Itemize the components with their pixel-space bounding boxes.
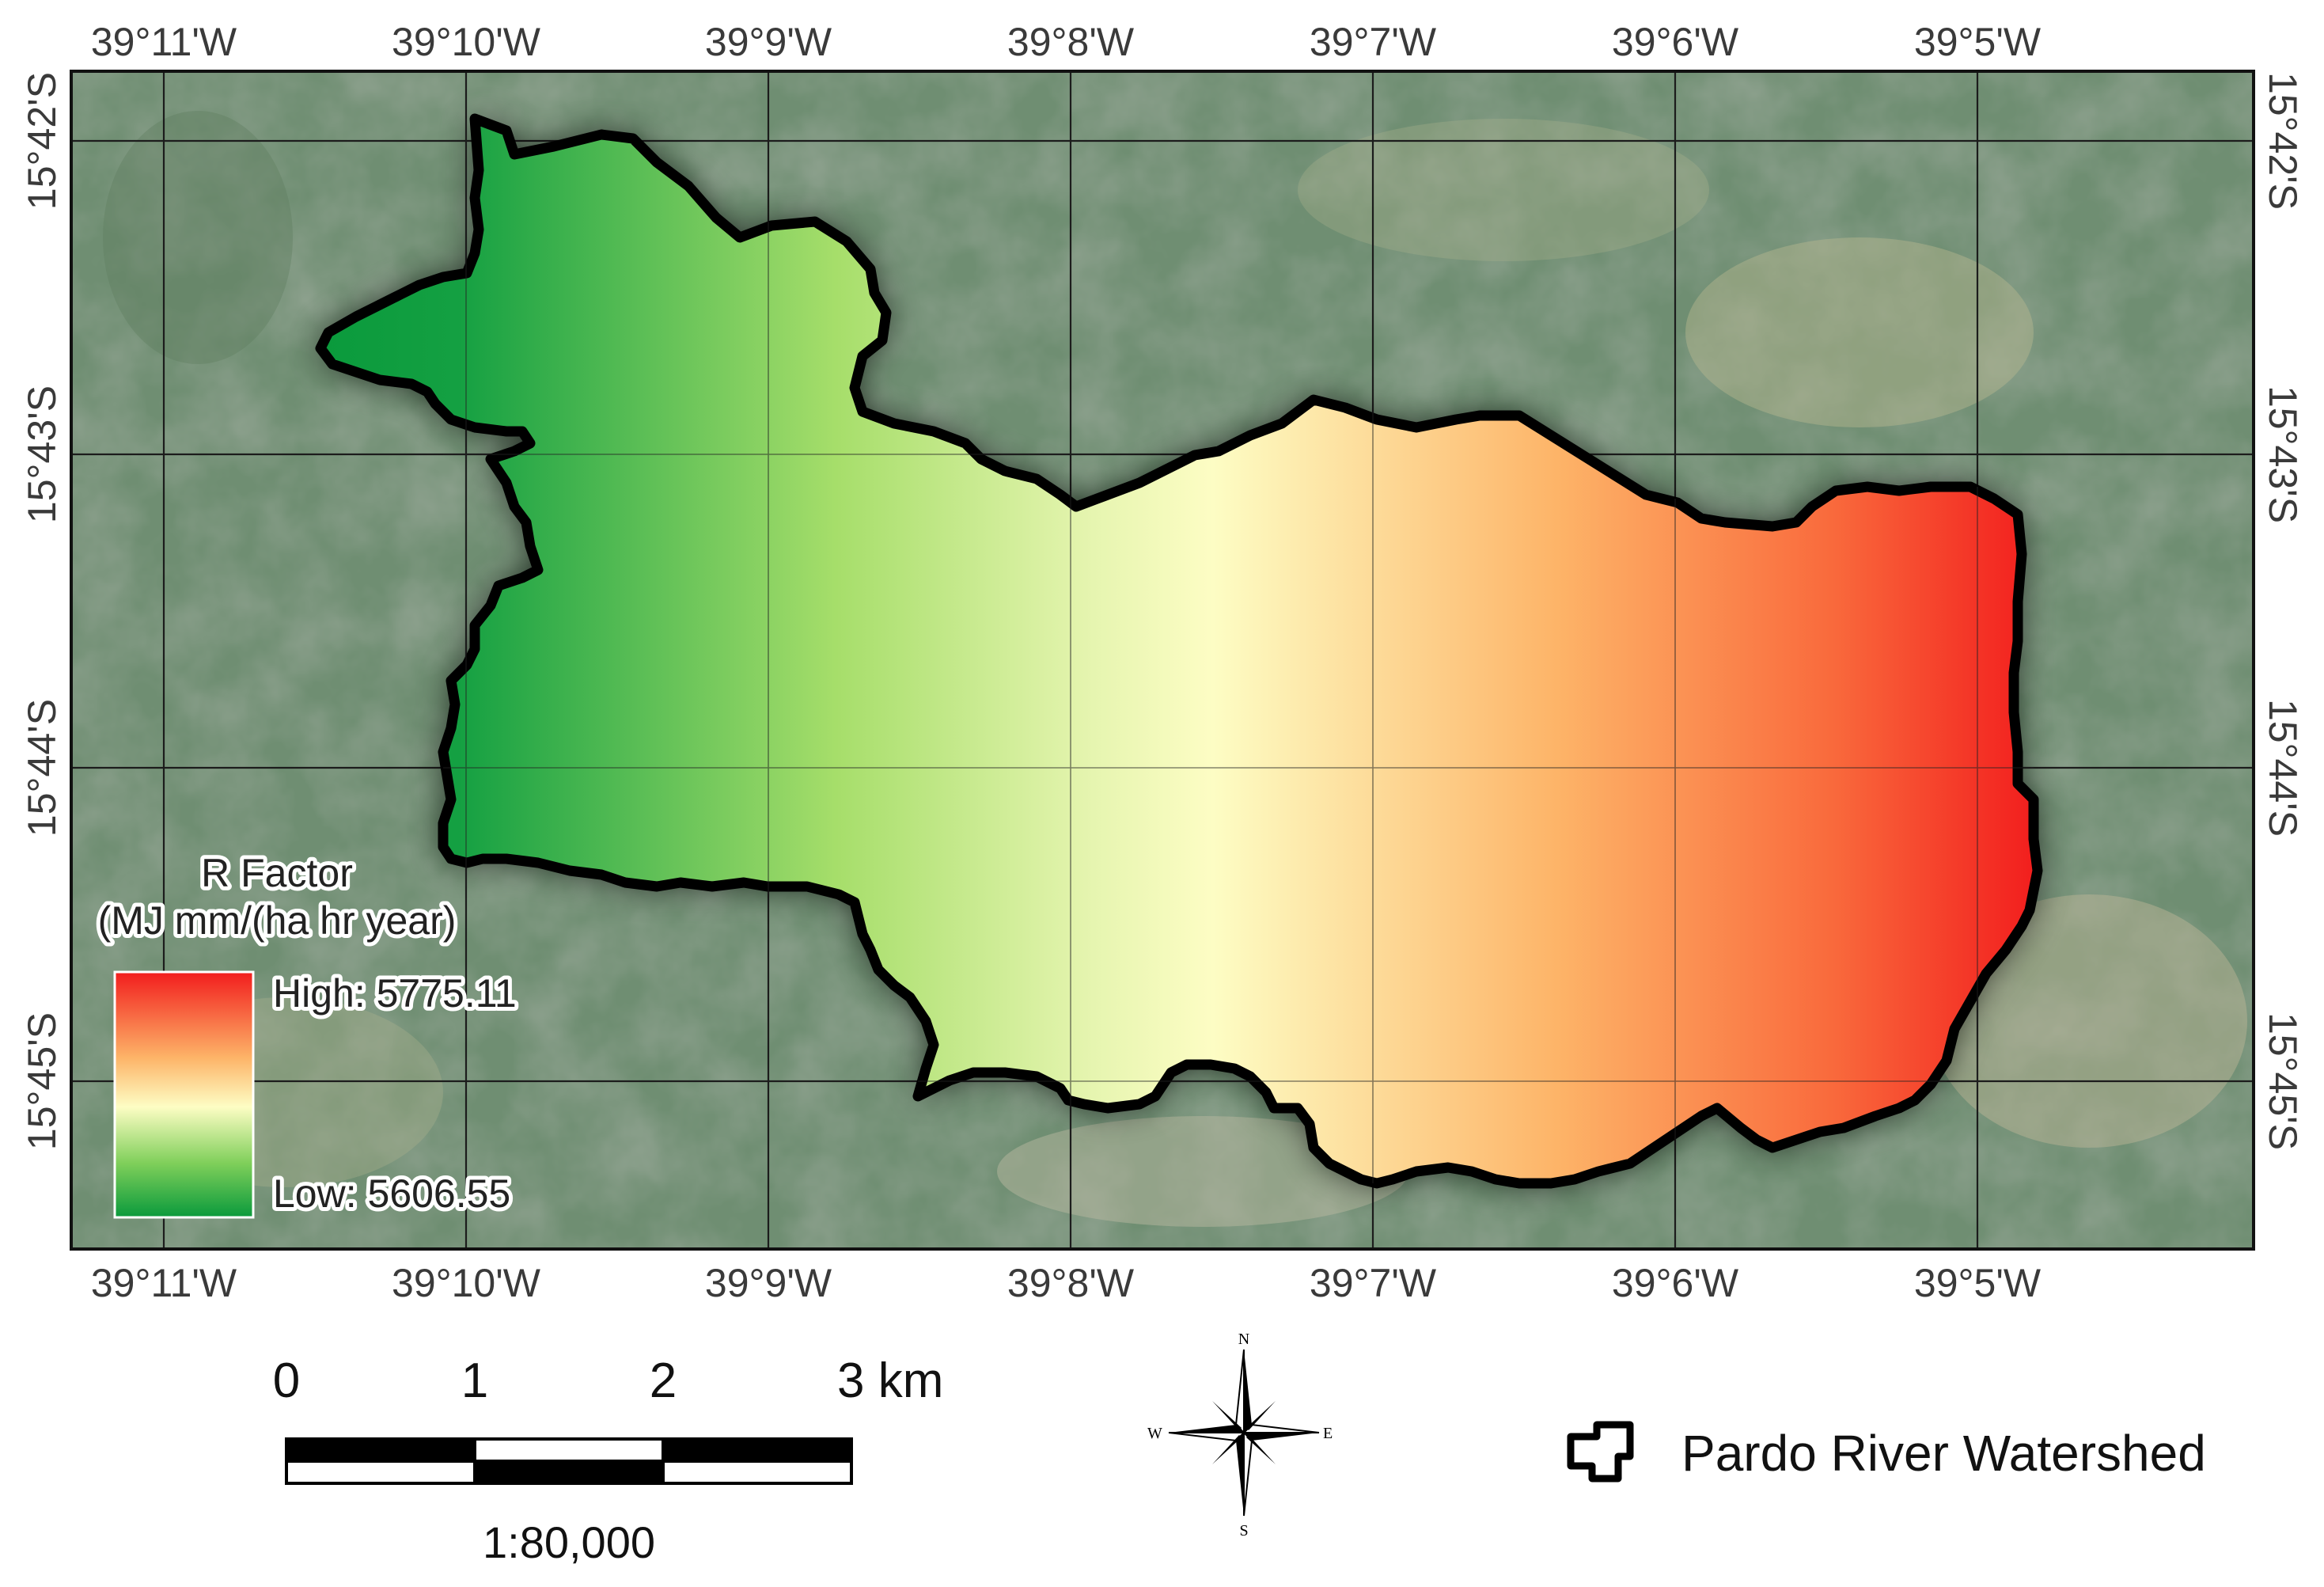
scale-bar-graphic	[285, 1437, 853, 1485]
left-lat-label: 15°42'S	[20, 72, 64, 210]
scale-tick-label: 3 km	[837, 1354, 943, 1408]
map-frame	[70, 70, 2255, 1251]
bottom-lon-label: 39°9'W	[705, 1261, 832, 1305]
legend-color-ramp	[113, 970, 255, 1219]
bottom-lon-label: 39°11'W	[91, 1261, 237, 1305]
feature-legend: Pardo River Watershed	[1567, 1421, 2206, 1483]
scale-ratio: 1:80,000	[483, 1517, 655, 1567]
top-lon-label: 39°10'W	[392, 20, 541, 64]
top-lon-label: 39°8'W	[1007, 20, 1135, 64]
top-longitude-labels: 39°11'W 39°10'W 39°9'W 39°8'W 39°7'W 39°…	[91, 20, 2042, 64]
right-latitude-labels: 15°42'S 15°43'S 15°44'S 15°45'S	[2261, 72, 2305, 1150]
bottom-lon-label: 39°8'W	[1007, 1261, 1135, 1305]
scale-bar: 0 1 2 3 km 1:80,000	[273, 1354, 944, 1567]
compass-e: E	[1323, 1425, 1333, 1442]
compass-w: W	[1147, 1425, 1162, 1442]
bottom-longitude-labels: 39°11'W 39°10'W 39°9'W 39°8'W 39°7'W 39°…	[91, 1261, 2042, 1305]
right-lat-label: 15°44'S	[2261, 699, 2305, 837]
compass-n: N	[1238, 1331, 1249, 1348]
compass-s: S	[1239, 1522, 1248, 1540]
feature-legend-label: Pardo River Watershed	[1681, 1425, 2206, 1482]
scale-tick-label: 0	[273, 1354, 300, 1408]
bottom-lon-label: 39°10'W	[392, 1261, 541, 1305]
watershed-polygon	[315, 113, 2043, 1189]
watershed-outline-icon	[1567, 1421, 1634, 1483]
top-lon-label: 39°7'W	[1310, 20, 1437, 64]
left-lat-label: 15°45'S	[20, 1012, 64, 1150]
legend-low-label: Low: 5606.55	[273, 1171, 510, 1216]
top-lon-label: 39°6'W	[1612, 20, 1739, 64]
bottom-lon-label: 39°5'W	[1914, 1261, 2042, 1305]
right-lat-label: 15°42'S	[2261, 72, 2305, 210]
right-lat-label: 15°45'S	[2261, 1012, 2305, 1150]
r-factor-legend: R Factor (MJ mm/(ha hr year) High: 5775.…	[94, 847, 521, 1220]
bottom-lon-label: 39°6'W	[1612, 1261, 1739, 1305]
top-lon-label: 39°9'W	[705, 20, 832, 64]
left-latitude-labels: 15°42'S 15°43'S 15°44'S 15°45'S	[20, 72, 64, 1150]
top-lon-label: 39°11'W	[91, 20, 237, 64]
legend-high-label: High: 5775.11	[273, 971, 517, 1016]
legend-title: R Factor	[201, 851, 353, 895]
left-lat-label: 15°43'S	[20, 385, 64, 523]
graticule-overlay	[443, 119, 2034, 1183]
legend-units: (MJ mm/(ha hr year)	[98, 898, 457, 943]
scale-tick-label: 2	[650, 1354, 677, 1408]
scale-tick-label: 1	[461, 1354, 488, 1408]
bottom-lon-label: 39°7'W	[1310, 1261, 1437, 1305]
top-lon-label: 39°5'W	[1914, 20, 2042, 64]
left-lat-label: 15°44'S	[20, 699, 64, 837]
right-lat-label: 15°43'S	[2261, 385, 2305, 523]
compass-rose-icon: N S E W	[1147, 1331, 1333, 1540]
